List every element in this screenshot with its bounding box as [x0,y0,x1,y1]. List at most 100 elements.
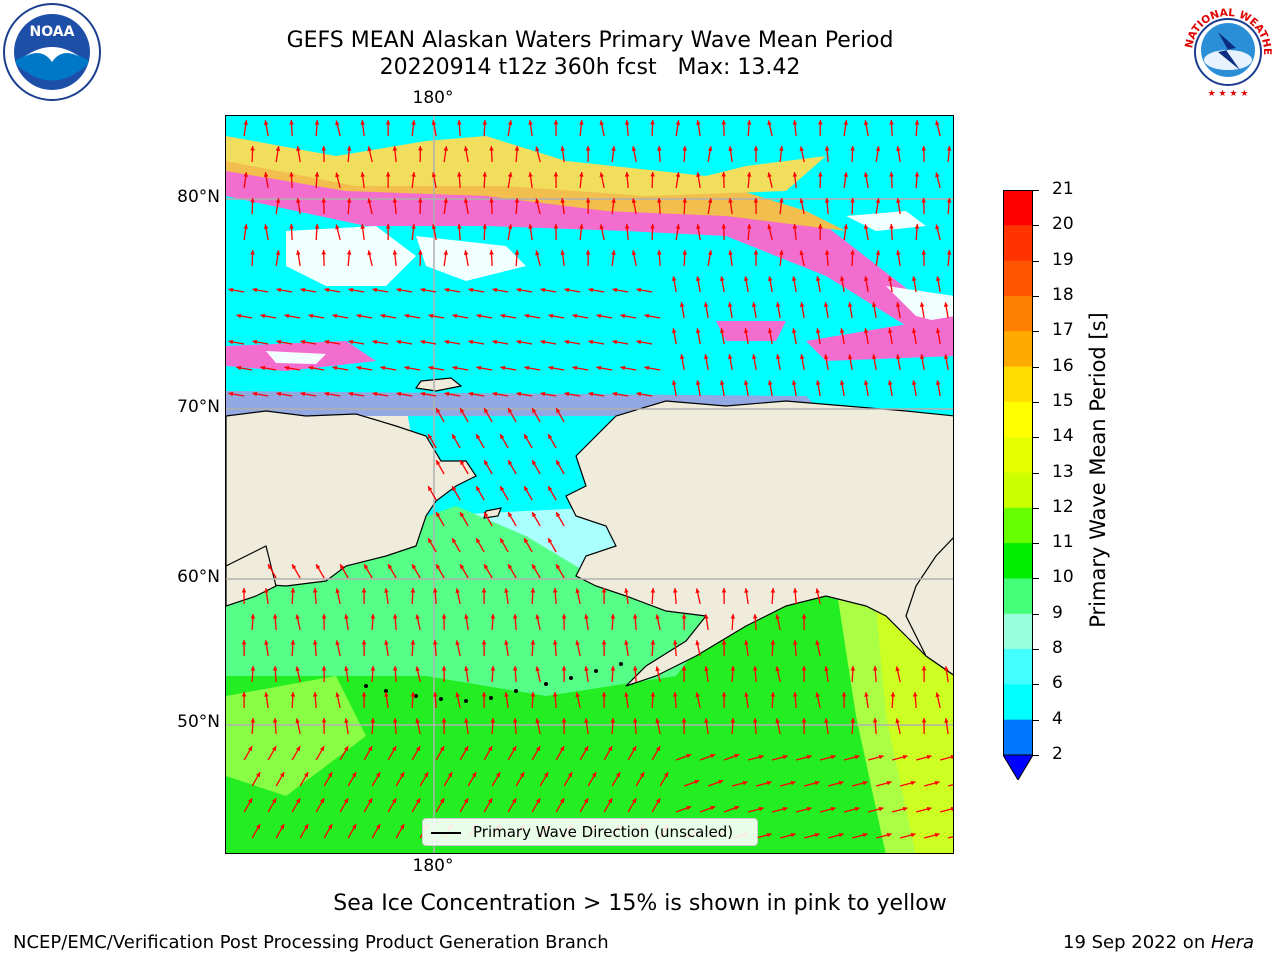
lat-label-50n: 50°N [177,712,220,732]
wave-arrow-head [314,120,320,125]
wave-arrow-head [910,780,916,786]
lon-label-bottom: 180° [412,856,454,876]
wave-arrow-head [672,692,678,697]
wave-arrow-head [841,692,847,697]
wave-arrow-head [271,798,277,804]
colorbar-tick-label: 21 [1052,179,1074,199]
wave-arrow-head [631,798,637,804]
wave-arrow-head [564,339,570,345]
wave-arrow-head [295,614,300,620]
wave-arrow-head [599,120,604,126]
wave-arrow-head [335,588,340,594]
wave-arrow-head [612,391,618,397]
legend-line-sample [431,832,461,834]
wave-arrow-head [250,718,256,723]
wave-arrow-head [308,313,314,319]
wave-arrow-head [335,224,340,230]
wave-arrow-head [511,798,517,804]
wave-arrow-head [854,806,860,812]
wave-arrow-head [921,666,927,671]
wave-arrow-head [631,746,637,752]
wave-arrow-head [718,779,724,785]
colorbar-band [1003,578,1033,615]
wave-arrow-head [607,798,613,804]
colorbar-tick-mark [1033,260,1039,262]
wave-arrow-head [843,120,848,125]
wave-arrow-head [675,224,681,229]
wave-arrow-head [650,588,656,593]
colorbar-tick-label: 13 [1052,461,1074,482]
wave-arrow-head [292,564,297,570]
wave-arrow-head [710,805,716,811]
wave-arrow-head [370,666,376,671]
wave-arrow-head [601,640,607,645]
wave-arrow-head [484,460,489,466]
wave-arrow-head [746,172,752,177]
wave-arrow-head [553,224,559,229]
wave-arrow-head [289,172,294,177]
wave-arrow-head [428,538,433,544]
wave-arrow-head [489,250,494,255]
wave-arrow-head [753,250,759,255]
wave-arrow-head [308,365,314,371]
wave-arrow-head [460,512,465,518]
wave-arrow-head [682,146,688,151]
wave-arrow-head [671,276,677,282]
wave-arrow-head [441,666,447,671]
wave-arrow-head [360,172,365,177]
wave-arrow-head [241,692,247,697]
wave-arrow-head [284,313,290,319]
wave-arrow-head [504,692,509,697]
wave-arrow-head [887,328,893,334]
wave-arrow-head [770,692,776,697]
wave-arrow-head [871,302,877,308]
wave-arrow-head [396,287,402,293]
wave-arrow-head [871,354,877,360]
wave-arrow-head [436,460,441,466]
wave-arrow-head [567,772,573,778]
wave-arrow-head [875,198,881,203]
wave-arrow-head [823,302,829,308]
colorbar-band [1003,472,1033,509]
legend-label: Primary Wave Direction (unscaled) [473,823,734,841]
wave-arrow-head [766,832,772,838]
wave-arrow-head [721,224,727,229]
wave-arrow-head [775,302,781,308]
wave-arrow-head [335,692,340,698]
wave-arrow-head [392,614,398,619]
wave-arrow-head [367,250,372,256]
wave-arrow-head [284,365,290,371]
wave-arrow-head [655,614,660,620]
colorbar-tick-label: 8 [1052,638,1063,659]
wave-arrow-head [464,614,469,619]
wave-arrow-head [721,172,727,177]
wave-arrow-head [721,692,727,697]
wave-arrow-head [443,146,448,151]
wave-arrow-head [319,746,325,752]
wave-arrow-head [863,224,869,230]
colorbar-tick-mark [1033,190,1039,191]
wave-arrow-head [946,146,952,151]
wave-arrow-head [751,354,757,360]
wave-arrow-head [887,380,893,386]
wave-arrow-head [490,614,496,619]
wave-arrow-head [770,640,776,645]
wave-arrow-head [530,640,536,645]
wave-arrow-head [384,588,389,593]
wave-arrow-head [686,753,692,759]
wave-arrow-head [792,588,798,593]
wave-arrow-head [728,146,733,151]
wave-arrow-head [830,754,836,760]
wave-arrow-head [415,718,420,724]
wave-arrow-head [878,806,884,812]
wave-arrow-head [934,780,940,786]
wave-arrow-head [351,772,357,778]
wave-arrow-head [824,718,829,723]
wave-arrow-head [410,640,416,645]
wave-arrow-head [332,313,338,319]
wave-arrow-head [624,640,629,645]
wave-arrow-head [744,588,749,593]
wave-arrow-head [524,486,529,492]
wave-arrow-head [875,250,881,255]
wave-arrow-head [611,146,616,151]
